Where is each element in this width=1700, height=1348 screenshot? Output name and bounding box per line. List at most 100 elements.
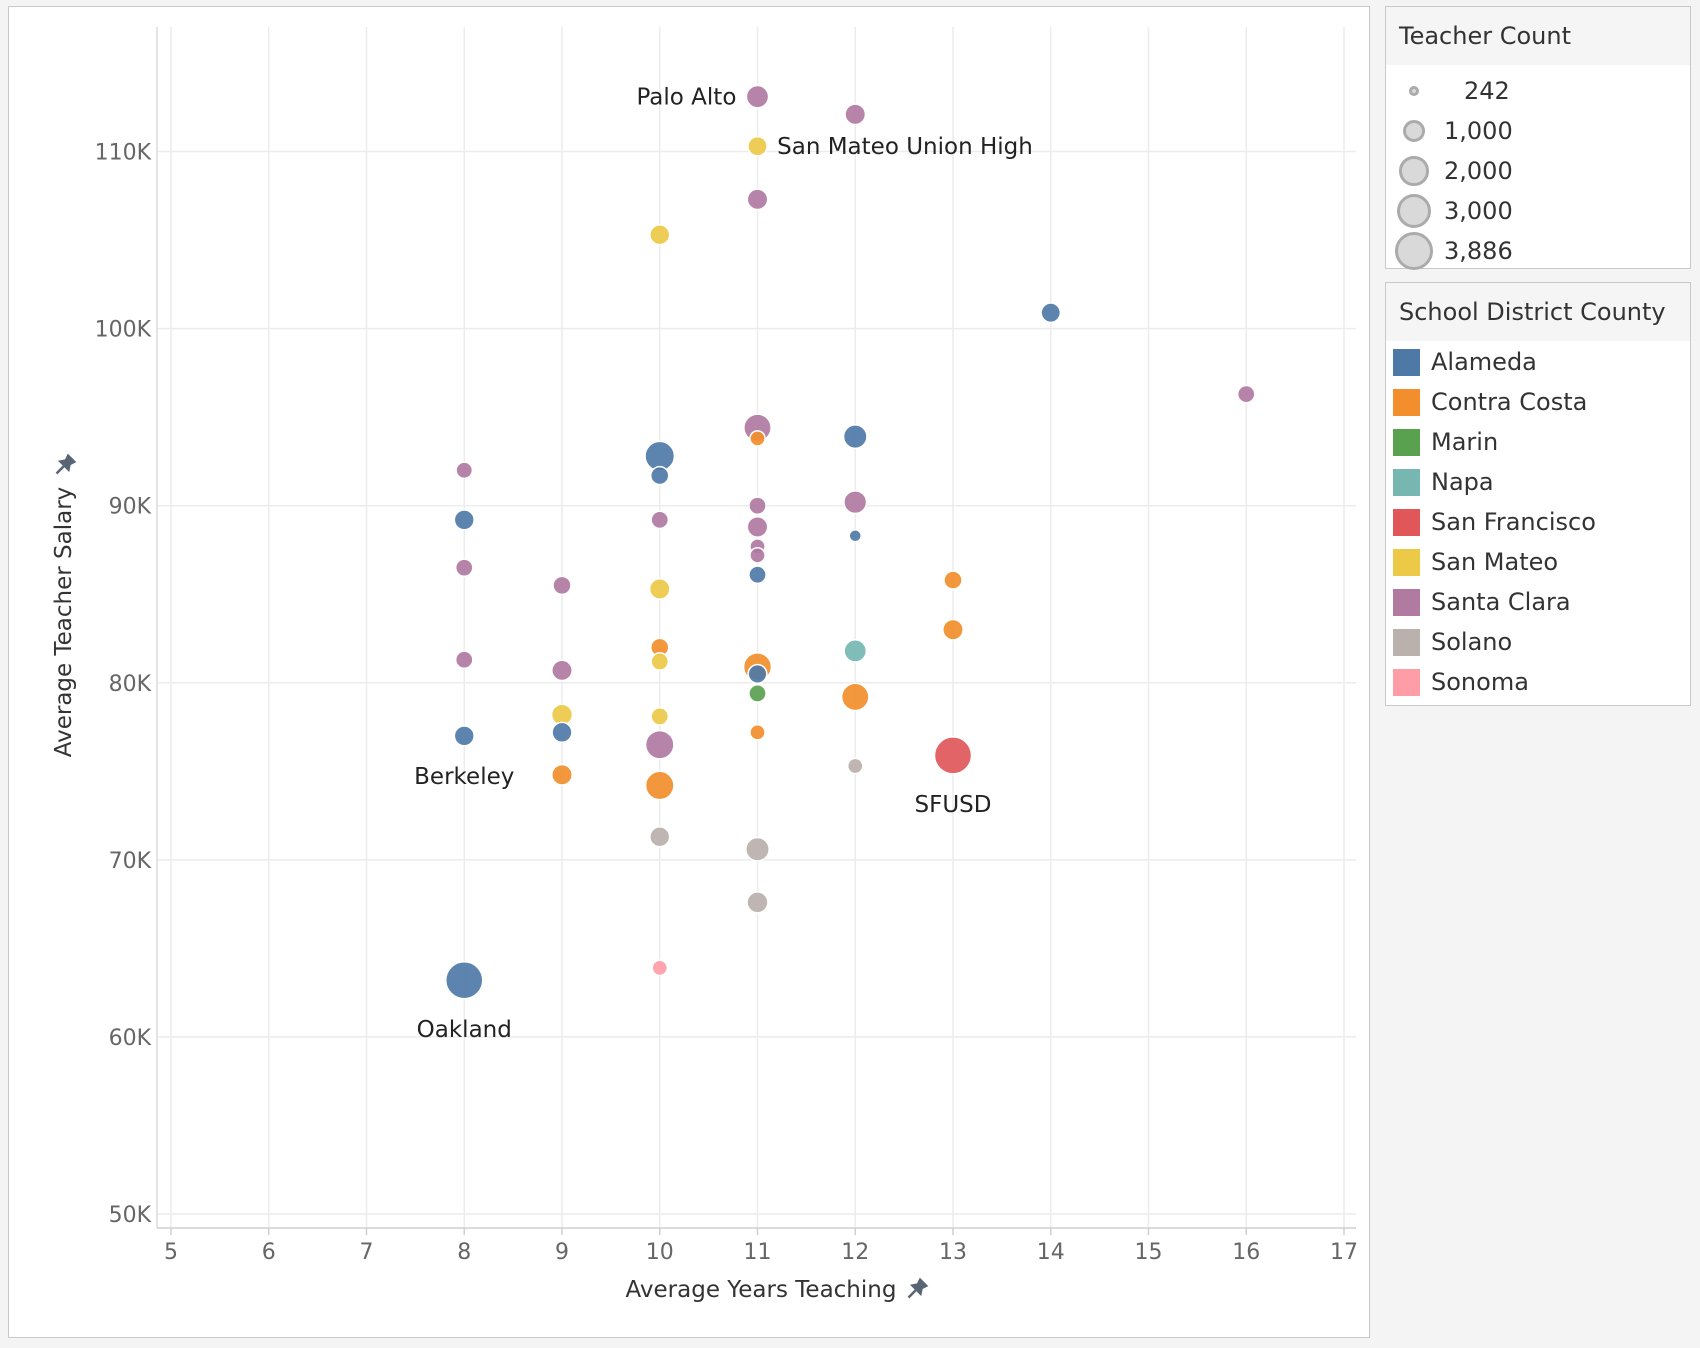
data-point[interactable] <box>648 577 671 600</box>
size-legend-label: 242 <box>1464 77 1510 105</box>
data-point[interactable] <box>842 424 868 450</box>
data-point[interactable] <box>933 736 973 775</box>
data-point[interactable] <box>551 763 573 786</box>
color-swatch <box>1393 549 1420 576</box>
color-legend-label: Marin <box>1431 428 1499 456</box>
data-point[interactable] <box>745 84 770 109</box>
color-legend-item[interactable]: Napa <box>1386 462 1690 502</box>
data-point[interactable] <box>650 652 670 671</box>
x-tick-label: 5 <box>164 1240 178 1265</box>
y-tick-label: 60K <box>109 1026 152 1051</box>
color-legend-item[interactable]: Marin <box>1386 422 1690 462</box>
y-tick-label: 80K <box>109 672 152 697</box>
x-tick-label: 8 <box>457 1240 471 1265</box>
color-swatch <box>1393 469 1420 496</box>
data-point[interactable] <box>746 516 769 538</box>
data-point[interactable] <box>747 135 768 157</box>
x-tick-label: 7 <box>360 1240 374 1265</box>
size-legend-item: 3,000 <box>1386 191 1690 231</box>
data-point[interactable] <box>843 639 868 663</box>
color-swatch <box>1393 389 1420 416</box>
size-legend-item: 1,000 <box>1386 111 1690 151</box>
color-swatch <box>1393 669 1420 696</box>
x-tick-label: 11 <box>744 1240 772 1265</box>
data-point[interactable] <box>644 770 675 801</box>
y-tick-label: 100K <box>95 318 152 343</box>
y-tick-label: 110K <box>95 141 152 166</box>
color-swatch <box>1393 429 1420 456</box>
size-legend-circle <box>1396 193 1432 229</box>
data-point[interactable] <box>846 757 864 775</box>
size-legend-circle <box>1402 119 1426 143</box>
data-point[interactable] <box>749 430 766 447</box>
scatter-plot[interactable]: 50K 60K 70K 80K 90K 100K 110K 5 6 7 8 9 10 11 12 13 14 15… <box>9 7 1371 1339</box>
chart-panel: 50K 60K 70K 80K 90K 100K 110K 5 6 7 8 9 10 11 12 13 14 15… <box>8 6 1370 1338</box>
data-point[interactable] <box>551 659 573 682</box>
data-point[interactable] <box>455 461 474 480</box>
data-point[interactable] <box>649 826 671 848</box>
x-tick-label: 12 <box>841 1240 869 1265</box>
color-legend-label: Contra Costa <box>1431 388 1588 416</box>
data-point[interactable] <box>649 224 671 246</box>
data-point[interactable] <box>650 707 670 726</box>
data-point[interactable] <box>1040 302 1062 324</box>
data-point[interactable] <box>644 729 675 760</box>
data-point[interactable] <box>840 682 870 712</box>
color-legend-label: Napa <box>1431 468 1494 496</box>
size-legend-label: 1,000 <box>1444 117 1513 145</box>
color-legend-item[interactable]: Santa Clara <box>1386 582 1690 622</box>
color-legend-item[interactable]: Alameda <box>1386 342 1690 382</box>
data-point[interactable] <box>1236 384 1256 404</box>
data-point[interactable] <box>551 721 573 744</box>
color-legend-label: Sonoma <box>1431 668 1529 696</box>
data-point[interactable] <box>748 496 767 516</box>
color-legend-item[interactable]: Solano <box>1386 622 1690 662</box>
color-legend: School District County Alameda Contra Cos… <box>1385 282 1691 706</box>
color-legend-item[interactable]: San Mateo <box>1386 542 1690 582</box>
size-legend-label: 3,000 <box>1444 197 1513 225</box>
x-tick-label: 9 <box>555 1240 569 1265</box>
data-point[interactable] <box>747 663 768 684</box>
color-legend-label: San Mateo <box>1431 548 1559 576</box>
data-point[interactable] <box>454 558 474 578</box>
color-legend-item[interactable]: San Francisco <box>1386 502 1690 542</box>
x-tick-label: 13 <box>939 1240 967 1265</box>
size-legend-label: 2,000 <box>1444 157 1513 185</box>
size-legend-item: 3,886 <box>1386 231 1690 271</box>
data-point[interactable] <box>843 490 868 515</box>
data-point[interactable] <box>746 891 769 914</box>
color-legend-item[interactable]: Sonoma <box>1386 662 1690 702</box>
x-axis-pin-icon[interactable] <box>903 1276 930 1303</box>
x-tick-label: 14 <box>1037 1240 1065 1265</box>
color-legend-label: San Francisco <box>1431 508 1596 536</box>
data-point[interactable] <box>454 650 474 670</box>
size-legend-title: Teacher Count <box>1386 7 1690 65</box>
data-point[interactable] <box>748 684 767 703</box>
data-point[interactable] <box>453 509 475 531</box>
color-legend-label: Santa Clara <box>1431 588 1571 616</box>
data-point[interactable] <box>650 510 670 530</box>
size-legend-circle <box>1395 232 1433 270</box>
data-point[interactable] <box>844 103 867 126</box>
data-point[interactable] <box>651 959 669 977</box>
size-legend: Teacher Count 242 1,000 2,000 3,000 3,886 <box>1385 6 1691 271</box>
data-point[interactable] <box>749 724 766 741</box>
data-point[interactable] <box>445 961 484 1000</box>
data-point[interactable] <box>552 575 572 596</box>
data-point[interactable] <box>745 836 770 862</box>
data-point[interactable] <box>650 465 670 486</box>
color-legend-item[interactable]: Contra Costa <box>1386 382 1690 422</box>
data-point[interactable] <box>942 618 964 641</box>
data-point[interactable] <box>453 725 475 747</box>
data-point[interactable] <box>746 188 769 211</box>
y-axis-title: Average Teacher Salary <box>51 487 77 758</box>
x-tick-label: 10 <box>646 1240 674 1265</box>
data-point[interactable] <box>749 546 766 564</box>
y-tick-label: 50K <box>109 1203 152 1228</box>
y-tick-label: 90K <box>109 495 152 520</box>
data-point[interactable] <box>748 565 767 585</box>
color-swatch <box>1393 629 1420 656</box>
y-axis-pin-icon[interactable] <box>51 452 78 479</box>
data-point[interactable] <box>943 570 963 590</box>
data-point[interactable] <box>848 529 862 543</box>
